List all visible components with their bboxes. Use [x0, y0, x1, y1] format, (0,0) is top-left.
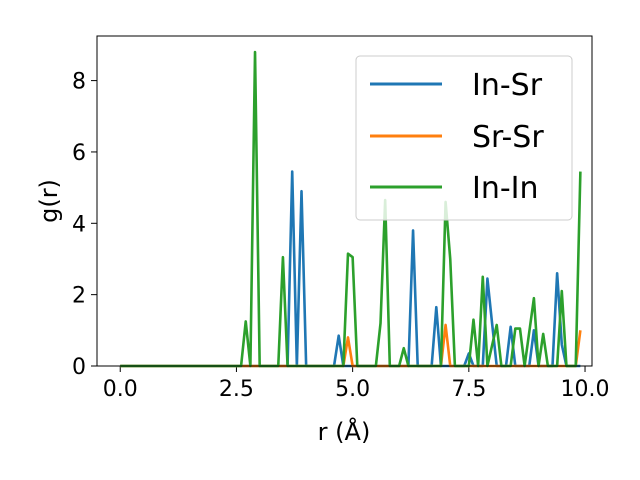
series-line-in-in [120, 50, 582, 368]
y-tick-label: 8 [72, 70, 86, 95]
ticks-layer: 0.0 2.5 5.0 7.5 10.0 0 2 4 6 8 [72, 70, 610, 402]
x-tick-label: 2.5 [219, 377, 254, 402]
x-tick-label: 0.0 [103, 377, 138, 402]
y-tick-label: 0 [72, 355, 86, 380]
x-tick-label: 5.0 [335, 377, 370, 402]
plot-frame [96, 35, 593, 367]
legend-label-in-sr: In-Sr [472, 68, 543, 103]
x-tick-label: 10.0 [561, 377, 610, 402]
y-axis-label: g(r) [35, 179, 63, 223]
legend-label-sr-sr: Sr-Sr [472, 120, 544, 155]
y-tick-label: 4 [72, 212, 86, 237]
legend-label-in-in: In-In [472, 171, 539, 206]
legend-box [355, 55, 573, 221]
y-tick-label: 6 [72, 141, 86, 166]
legend: In-Sr Sr-Sr In-In [355, 55, 573, 221]
x-axis-label: r (Å) [318, 417, 371, 446]
x-tick-label: 7.5 [451, 377, 486, 402]
y-tick-label: 2 [72, 284, 86, 309]
